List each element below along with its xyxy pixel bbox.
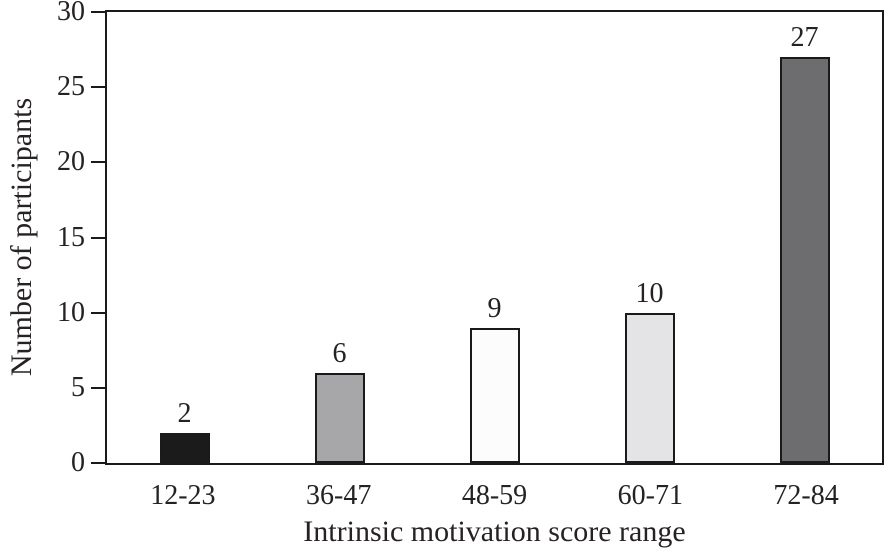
y-tick (91, 236, 105, 239)
y-tick-label: 30 (57, 0, 85, 27)
bar-value-label: 2 (177, 397, 192, 429)
x-axis-title: Intrinsic motivation score range (303, 515, 686, 548)
x-axis-tick-labels: 12-23 36-47 48-59 60-71 72-84 (105, 480, 884, 512)
bar-60-71 (624, 312, 675, 463)
bar-value-label: 9 (487, 292, 502, 324)
bar-48-59 (469, 327, 520, 463)
x-tick-label: 72-84 (773, 480, 839, 511)
y-tick (91, 86, 105, 89)
y-tick-label: 15 (57, 221, 85, 253)
y-tick-label: 0 (71, 447, 85, 478)
x-tick-label: 12-23 (150, 480, 216, 511)
x-tick-label: 36-47 (306, 480, 372, 511)
bar-value-label: 6 (332, 337, 347, 369)
plot-area: 0 5 10 15 20 25 30 2 6 9 10 27 (57, 0, 884, 478)
x-tick-label: 48-59 (461, 480, 528, 511)
bar-value-label: 27 (790, 22, 819, 54)
x-tick-label: 60-71 (617, 480, 683, 511)
bar-value-label: 10 (635, 277, 664, 309)
y-tick (91, 311, 105, 314)
y-tick (91, 11, 105, 13)
y-tick-label: 5 (71, 371, 85, 403)
bar-slot: 2 (107, 12, 262, 463)
bar-72-84 (779, 57, 830, 463)
y-tick-label: 25 (57, 71, 85, 103)
y-tick (91, 462, 105, 464)
bar-12-23 (159, 432, 210, 463)
y-tick-label: 10 (57, 296, 85, 328)
bar-slot: 6 (262, 12, 417, 463)
y-tick (91, 161, 105, 164)
bar-slot: 9 (417, 12, 572, 463)
y-tick (91, 386, 105, 389)
bar-slot: 27 (727, 12, 882, 463)
y-tick-label: 20 (57, 146, 85, 178)
bar-36-47 (314, 372, 365, 463)
bar-slot: 10 (572, 12, 727, 463)
